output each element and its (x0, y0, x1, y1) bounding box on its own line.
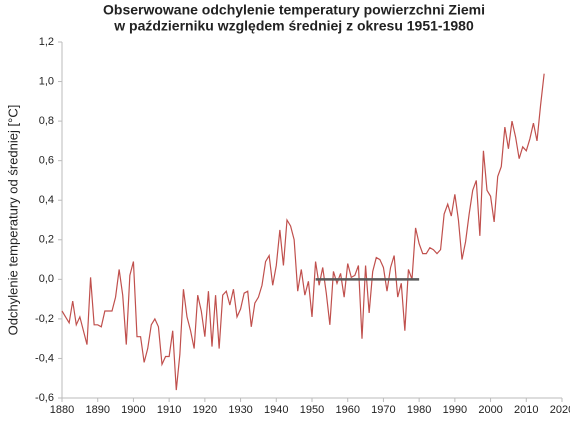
x-tick-label: 2020 (550, 404, 570, 416)
x-tick-label: 1980 (407, 404, 431, 416)
x-tick-label: 1990 (443, 404, 467, 416)
y-tick-label: -0,4 (35, 352, 54, 364)
x-tick-label: 1890 (85, 404, 109, 416)
x-tick-label: 1950 (300, 404, 324, 416)
x-tick-label: 1960 (335, 404, 359, 416)
y-tick-label: -0,2 (35, 313, 54, 325)
y-tick-label: 0,8 (39, 115, 54, 127)
y-tick-label: 0,4 (39, 194, 54, 206)
y-tick-label: 1,2 (39, 36, 54, 48)
data-line (61, 73, 545, 391)
y-tick-label: 1,0 (39, 75, 54, 87)
y-tick-label: 0,0 (39, 273, 54, 285)
y-tick-label: 0,6 (39, 155, 54, 167)
x-tick-label: 1930 (228, 404, 252, 416)
y-axis-label: Odchylenie temperatury od średniej [°C] (5, 105, 20, 336)
x-tick-label: 1900 (121, 404, 145, 416)
x-tick-label: 2000 (478, 404, 502, 416)
x-tick-label: 2010 (514, 404, 538, 416)
x-tick-label: 1970 (371, 404, 395, 416)
y-tick-label: 0,2 (39, 234, 54, 246)
x-tick-label: 1880 (50, 404, 74, 416)
chart-title: Obserwowane odchylenie temperatury powie… (103, 2, 485, 18)
x-tick-label: 1940 (264, 404, 288, 416)
x-tick-label: 1910 (157, 404, 181, 416)
x-tick-label: 1920 (193, 404, 217, 416)
y-tick-label: -0,6 (35, 392, 54, 404)
chart-title: w październiku względem średniej z okres… (113, 18, 474, 34)
